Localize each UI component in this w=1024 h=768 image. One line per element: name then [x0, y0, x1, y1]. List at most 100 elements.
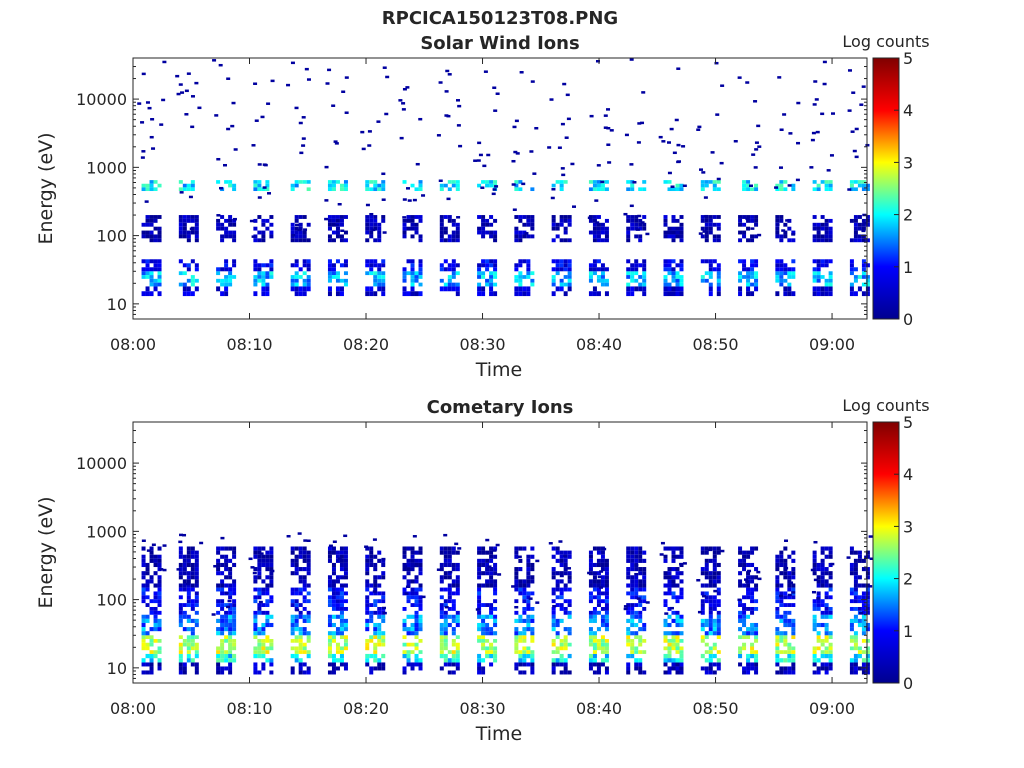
heatmap-cell	[849, 670, 854, 675]
heatmap-cell	[746, 631, 751, 636]
heatmap-cell	[145, 286, 150, 292]
heatmap-cell	[567, 218, 572, 223]
heatmap-cell	[708, 218, 713, 223]
heatmap-cell	[476, 159, 481, 162]
heatmap-cell	[232, 546, 237, 551]
heatmap-cell	[477, 571, 482, 576]
heatmap-cell	[779, 215, 784, 219]
heatmap-cell	[153, 610, 158, 615]
heatmap-cell	[738, 562, 743, 568]
heatmap-cell	[261, 271, 266, 276]
heatmap-cell	[824, 183, 829, 188]
heatmap-cell	[638, 666, 643, 671]
heatmap-cell	[178, 550, 183, 555]
heatmap-cell	[716, 614, 721, 619]
heatmap-cell	[663, 234, 668, 239]
heatmap-cell	[443, 571, 448, 576]
heatmap-cell	[493, 614, 498, 619]
heatmap-cell	[675, 282, 680, 287]
heatmap-cell	[779, 278, 784, 283]
heatmap-cell	[373, 259, 378, 264]
heatmap-cell	[485, 267, 490, 272]
heatmap-cell	[828, 226, 833, 231]
heatmap-cell	[194, 646, 199, 651]
heatmap-cell	[604, 627, 609, 632]
heatmap-cell	[787, 610, 792, 615]
heatmap-cell	[178, 218, 183, 223]
heatmap-cell	[298, 567, 303, 572]
heatmap-cell	[853, 614, 858, 619]
heatmap-cell	[820, 579, 825, 584]
heatmap-cell	[679, 614, 684, 619]
heatmap-cell	[596, 275, 601, 279]
heatmap-cell	[439, 653, 444, 659]
heatmap-cell	[828, 658, 833, 663]
heatmap-cell	[812, 562, 817, 568]
heatmap-cell	[456, 124, 461, 127]
heatmap-cell	[861, 599, 866, 604]
heatmap-cell	[402, 286, 407, 292]
heatmap-cell	[704, 595, 709, 600]
heatmap-cell	[812, 259, 817, 264]
heatmap-cell	[742, 614, 747, 619]
heatmap-cell	[228, 662, 233, 667]
heatmap-cell	[738, 646, 743, 651]
heatmap-cell	[402, 275, 407, 279]
heatmap-cell	[369, 187, 374, 192]
heatmap-cell	[750, 591, 755, 596]
heatmap-cell	[775, 614, 780, 619]
heatmap-cell	[779, 271, 784, 276]
heatmap-cell	[738, 271, 743, 276]
heatmap-cell	[257, 575, 262, 580]
heatmap-cell	[294, 263, 299, 268]
heatmap-cell	[559, 183, 564, 188]
heatmap-cell	[787, 653, 792, 659]
heatmap-cell	[455, 591, 460, 596]
heatmap-cell	[190, 642, 195, 647]
heatmap-cell	[145, 571, 150, 576]
heatmap-cell	[190, 658, 195, 663]
heatmap-cell	[638, 639, 643, 643]
heatmap-cell	[335, 550, 340, 555]
y-tick-label: 100	[96, 227, 127, 246]
heatmap-cell	[261, 291, 266, 297]
heatmap-cell	[712, 583, 717, 588]
heatmap-cell	[447, 267, 452, 272]
heatmap-cell	[489, 183, 494, 188]
heatmap-cell	[600, 622, 605, 628]
heatmap-cell	[455, 183, 460, 188]
heatmap-cell	[401, 102, 406, 105]
heatmap-cell	[634, 215, 639, 219]
heatmap-cell	[477, 599, 482, 604]
heatmap-cell	[632, 181, 637, 184]
heatmap-cell	[232, 639, 237, 643]
heatmap-cell	[178, 271, 183, 276]
heatmap-cell	[447, 583, 452, 588]
heatmap-cell	[194, 222, 199, 227]
heatmap-cell	[775, 595, 780, 600]
heatmap-cell	[812, 222, 817, 227]
heatmap-cell	[149, 554, 154, 559]
heatmap-cell	[331, 550, 336, 555]
heatmap-cell	[754, 187, 759, 192]
heatmap-cell	[365, 263, 370, 268]
heatmap-cell	[708, 263, 713, 268]
heatmap-cell	[746, 627, 751, 632]
heatmap-cell	[194, 278, 199, 283]
heatmap-cell	[186, 595, 191, 600]
heatmap-cell	[447, 278, 452, 283]
heatmap-cell	[738, 286, 743, 292]
heatmap-cell	[559, 215, 564, 219]
heatmap-cell	[343, 639, 348, 643]
heatmap-cell	[261, 558, 266, 563]
heatmap-cell	[493, 546, 498, 551]
heatmap-cell	[596, 579, 601, 584]
heatmap-cell	[253, 662, 258, 667]
heatmap-cell	[518, 591, 523, 596]
heatmap-cell	[373, 567, 378, 572]
heatmap-cell	[481, 618, 486, 623]
heatmap-cell	[853, 230, 858, 235]
heatmap-cell	[228, 614, 233, 619]
heatmap-cell	[756, 570, 761, 574]
heatmap-cell	[679, 595, 684, 600]
